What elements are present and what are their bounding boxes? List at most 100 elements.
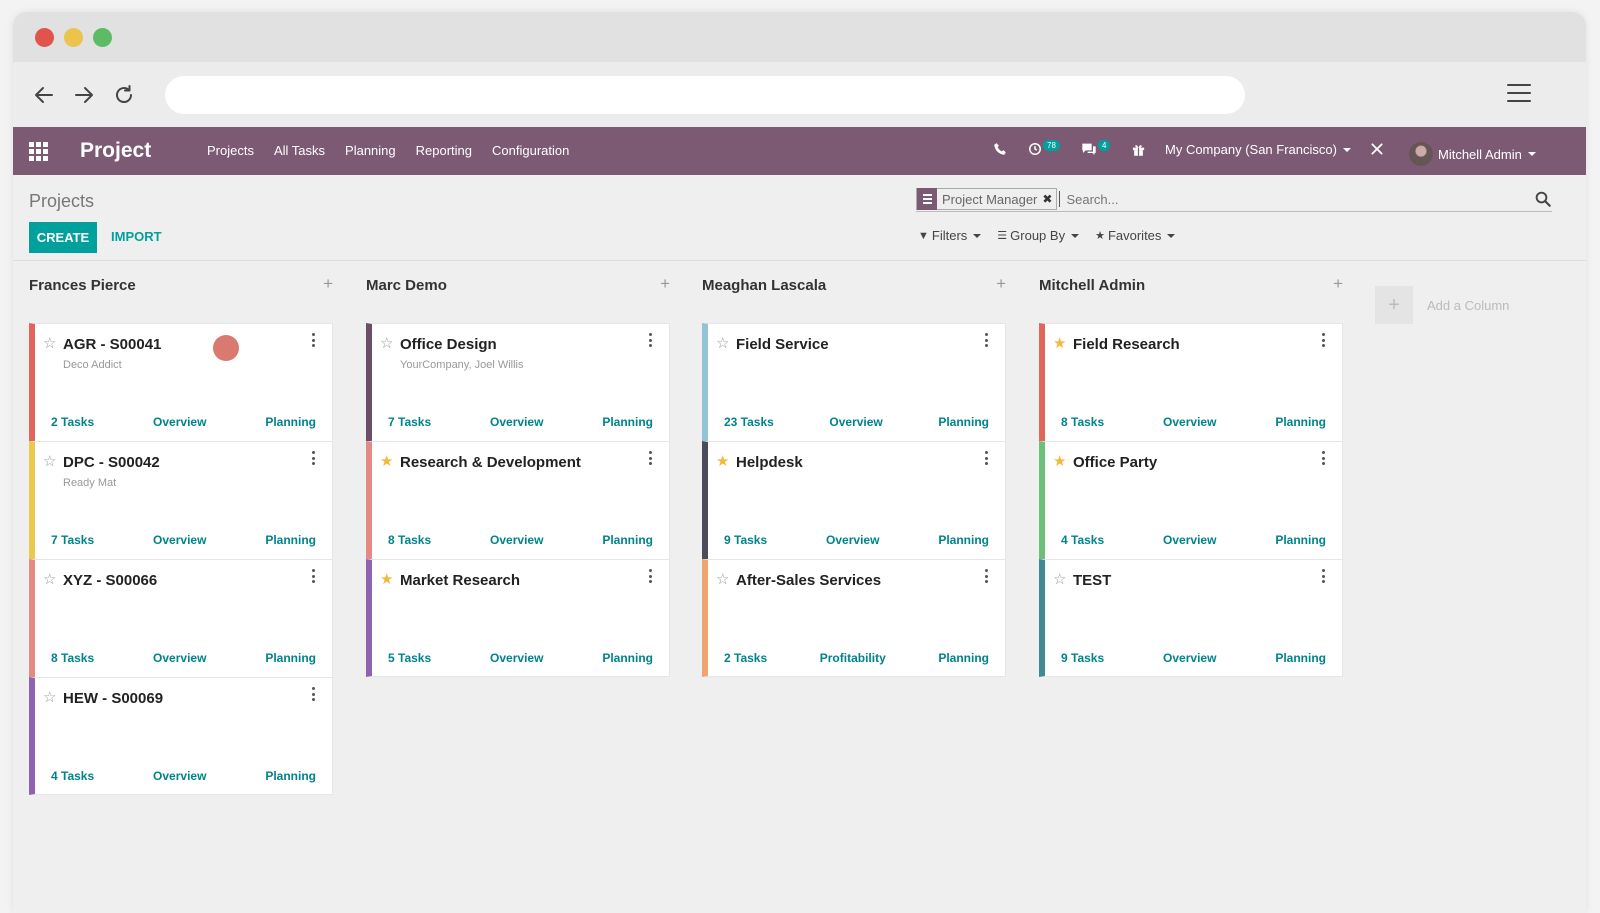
menu-all-tasks[interactable]: All Tasks <box>273 143 326 158</box>
close-window-button[interactable] <box>35 28 54 47</box>
project-card[interactable]: ☆ TEST 9 Tasks Overview Planning <box>1039 559 1343 677</box>
overview-link[interactable]: Overview <box>490 415 544 429</box>
favorites-dropdown[interactable]: ★ Favorites <box>1095 228 1176 243</box>
create-button[interactable]: CREATE <box>29 222 97 253</box>
project-name[interactable]: HEW - S00069 <box>63 690 164 707</box>
overview-link[interactable]: Overview <box>1163 415 1217 429</box>
overview-link[interactable]: Overview <box>490 651 544 665</box>
project-name[interactable]: TEST <box>1073 572 1112 589</box>
project-card[interactable]: ★ Field Research 8 Tasks Overview Planning <box>1039 323 1343 441</box>
favorite-star-icon[interactable]: ☆ <box>43 571 57 588</box>
planning-link[interactable]: Planning <box>602 533 653 547</box>
quick-create-plus-icon[interactable]: + <box>323 274 333 293</box>
project-card[interactable]: ☆ HEW - S00069 4 Tasks Overview Planning <box>29 677 333 795</box>
phone-icon[interactable] <box>993 142 1007 156</box>
minimize-window-button[interactable] <box>64 28 83 47</box>
tasks-link[interactable]: 8 Tasks <box>1061 415 1105 429</box>
filters-dropdown[interactable]: ▼ Filters <box>918 228 982 243</box>
overview-link[interactable]: Overview <box>153 769 207 783</box>
browser-menu-icon[interactable] <box>1507 84 1531 104</box>
quick-create-plus-icon[interactable]: + <box>660 274 670 293</box>
overview-link[interactable]: Overview <box>829 415 883 429</box>
favorite-star-icon[interactable]: ★ <box>716 453 730 470</box>
project-card[interactable]: ☆ Field Service 23 Tasks Overview Planning <box>702 323 1006 441</box>
project-name[interactable]: AGR - S00041 <box>63 336 162 353</box>
overview-link[interactable]: Overview <box>1163 533 1217 547</box>
planning-link[interactable]: Planning <box>938 533 989 547</box>
project-card[interactable]: ★ Helpdesk 9 Tasks Overview Planning <box>702 441 1006 559</box>
messages-icon[interactable]: 4 <box>1081 139 1111 156</box>
tasks-link[interactable]: 9 Tasks <box>724 533 768 547</box>
planning-link[interactable]: Planning <box>1275 651 1326 665</box>
project-card[interactable]: ☆ After-Sales Services 2 Tasks Profitabilit… <box>702 559 1006 677</box>
favorite-star-icon[interactable]: ★ <box>1053 335 1067 352</box>
project-card[interactable]: ★ Research & Development 8 Tasks Overview Pl… <box>366 441 670 559</box>
card-menu-icon[interactable] <box>649 569 653 583</box>
card-menu-icon[interactable] <box>649 333 653 347</box>
card-menu-icon[interactable] <box>985 569 989 583</box>
card-menu-icon[interactable] <box>1322 451 1326 465</box>
planning-link[interactable]: Planning <box>938 651 989 665</box>
tasks-link[interactable]: 8 Tasks <box>388 533 432 547</box>
remove-facet-icon[interactable]: ✖ <box>1042 192 1053 206</box>
card-menu-icon[interactable] <box>312 333 316 347</box>
planning-link[interactable]: Planning <box>938 415 989 429</box>
favorite-star-icon[interactable]: ☆ <box>716 335 730 352</box>
card-menu-icon[interactable] <box>985 451 989 465</box>
tasks-link[interactable]: 23 Tasks <box>724 415 774 429</box>
planning-link[interactable]: Planning <box>265 769 316 783</box>
overview-link[interactable]: Overview <box>1163 651 1217 665</box>
card-menu-icon[interactable] <box>312 687 316 701</box>
card-menu-icon[interactable] <box>1322 333 1326 347</box>
project-name[interactable]: Helpdesk <box>736 454 803 471</box>
quick-create-plus-icon[interactable]: + <box>1333 274 1343 293</box>
project-card[interactable]: ☆ Office Design YourCompany, Joel Willis 7 … <box>366 323 670 441</box>
import-button[interactable]: IMPORT <box>111 229 162 244</box>
gift-icon[interactable] <box>1131 142 1146 157</box>
favorite-star-icon[interactable]: ☆ <box>43 335 57 352</box>
project-name[interactable]: Office Party <box>1073 454 1158 471</box>
card-menu-icon[interactable] <box>649 451 653 465</box>
reload-icon[interactable] <box>111 82 137 108</box>
project-card[interactable]: ☆ XYZ - S00066 8 Tasks Overview Planning <box>29 559 333 677</box>
favorite-star-icon[interactable]: ☆ <box>43 453 57 470</box>
search-icon[interactable] <box>1534 190 1552 208</box>
debug-tools-icon[interactable] <box>1370 142 1384 156</box>
company-switcher[interactable]: My Company (San Francisco) <box>1165 142 1351 157</box>
project-card[interactable]: ★ Office Party 4 Tasks Overview Planning <box>1039 441 1343 559</box>
tasks-link[interactable]: 8 Tasks <box>51 651 95 665</box>
overview-link[interactable]: Overview <box>490 533 544 547</box>
favorite-star-icon[interactable]: ★ <box>1053 453 1067 470</box>
back-arrow-icon[interactable] <box>31 82 57 108</box>
project-name[interactable]: DPC - S00042 <box>63 454 160 471</box>
project-name[interactable]: Field Service <box>736 336 829 353</box>
app-title[interactable]: Project <box>80 139 152 162</box>
tasks-link[interactable]: 7 Tasks <box>388 415 432 429</box>
menu-configuration[interactable]: Configuration <box>492 143 570 158</box>
favorite-star-icon[interactable]: ☆ <box>1053 571 1067 588</box>
menu-reporting[interactable]: Reporting <box>415 143 473 158</box>
forward-arrow-icon[interactable] <box>71 82 97 108</box>
planning-link[interactable]: Planning <box>265 651 316 665</box>
favorite-star-icon[interactable]: ★ <box>380 571 394 588</box>
groupby-dropdown[interactable]: ☰ Group By <box>997 228 1080 243</box>
quick-create-plus-icon[interactable]: + <box>996 274 1006 293</box>
search-input[interactable] <box>1059 191 1534 207</box>
favorite-star-icon[interactable]: ☆ <box>43 689 57 706</box>
favorite-star-icon[interactable]: ★ <box>380 453 394 470</box>
card-menu-icon[interactable] <box>312 451 316 465</box>
card-menu-icon[interactable] <box>985 333 989 347</box>
tasks-link[interactable]: 4 Tasks <box>51 769 95 783</box>
maximize-window-button[interactable] <box>93 28 112 47</box>
project-card[interactable]: ★ Market Research 5 Tasks Overview Planning <box>366 559 670 677</box>
planning-link[interactable]: Planning <box>1275 415 1326 429</box>
planning-link[interactable]: Planning <box>602 651 653 665</box>
overview-link[interactable]: Overview <box>826 533 880 547</box>
overview-link[interactable]: Profitability <box>819 651 886 665</box>
planning-link[interactable]: Planning <box>265 533 316 547</box>
overview-link[interactable]: Overview <box>153 415 207 429</box>
planning-link[interactable]: Planning <box>1275 533 1326 547</box>
add-column-button[interactable]: + <box>1375 286 1413 324</box>
tasks-link[interactable]: 7 Tasks <box>51 533 95 547</box>
planning-link[interactable]: Planning <box>265 415 316 429</box>
